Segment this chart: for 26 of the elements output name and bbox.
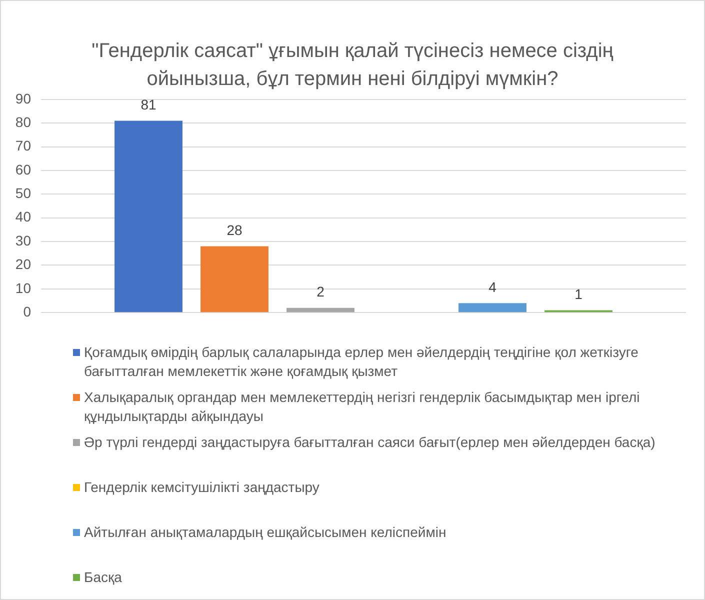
data-label: 4 (488, 278, 497, 295)
y-tick-label: 20 (15, 256, 32, 272)
data-label: 28 (226, 222, 242, 238)
legend-label: Қоғамдық өмірдің барлық салаларында ерлер мен әйелдердің теңдігіне қол жеткізуге бағытталған мемлекеттік және қоғамдық қызмет (84, 344, 638, 379)
bar (286, 308, 354, 312)
y-tick-label: 60 (15, 161, 32, 178)
legend-label: Айтылған анықтамалардың ешқайсысымен келіспеймін (84, 524, 446, 540)
bar (458, 303, 526, 312)
legend-label: Басқа (84, 569, 122, 585)
legend-label: Әр түрлі гендерді заңдастыруға бағытталған саяси бағыт(ерлер мен әйелдерден басқа) (84, 434, 656, 450)
bar (200, 246, 268, 312)
y-tick-label: 40 (15, 208, 32, 225)
y-tick-label: 0 (23, 303, 32, 320)
data-label: 2 (316, 284, 325, 300)
legend-label: Гендерлік кемсітушілікті заңдастыру (84, 479, 320, 495)
y-tick-label: 90 (15, 90, 32, 106)
y-tick-label: 30 (15, 232, 32, 248)
y-tick-label: 10 (15, 280, 32, 296)
bar (114, 120, 182, 312)
data-label: 81 (140, 96, 156, 113)
data-label: 1 (574, 286, 583, 302)
y-tick-label: 70 (15, 138, 32, 154)
y-tick-label: 80 (15, 114, 32, 130)
legend-label: Халықаралық органдар мен мемлекеттердің негізгі гендерлік басымдықтар мен іргелі құндылықтарды айқындауы (84, 389, 640, 424)
y-tick-label: 50 (15, 185, 32, 202)
chart-title: "Гендерлік саясат" ұғымын қалай түсінесіз немесе сіздің ойынызша, бұл термин нені білдіруі мүмкін? (90, 39, 614, 92)
